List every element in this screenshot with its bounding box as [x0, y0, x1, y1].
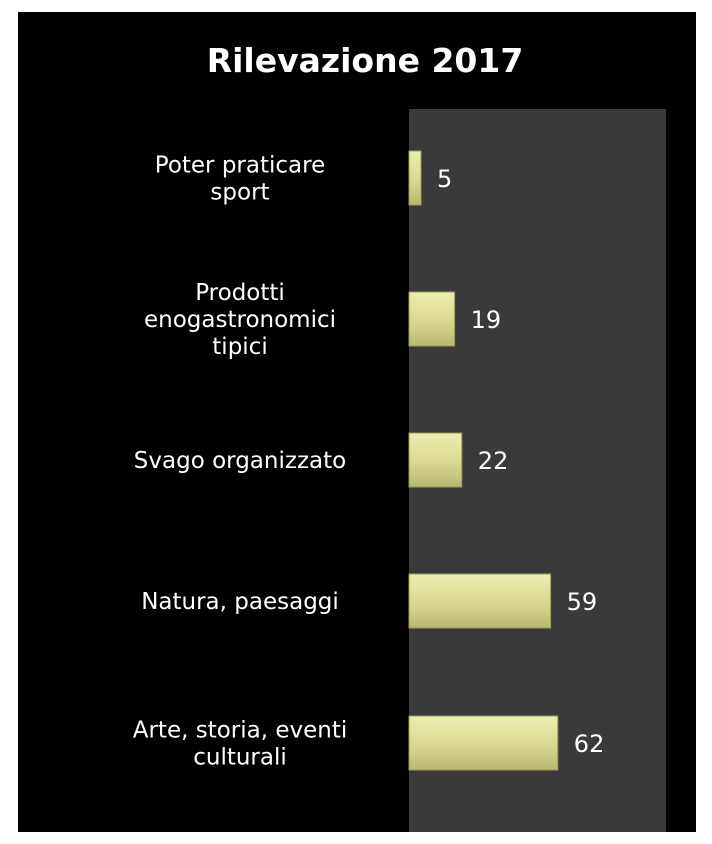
bar-4	[408, 573, 552, 629]
value-label-1: 5	[437, 165, 452, 193]
value-labels: 5 19 22 59 62	[437, 165, 604, 758]
value-label-2: 19	[471, 306, 502, 334]
category-label-2: Prodotti enogastronomici tipici	[144, 280, 336, 360]
category-label-line: Natura, paesaggi	[141, 589, 339, 615]
category-label-3: Svago organizzato	[134, 448, 346, 474]
category-label-1: Poter praticare sport	[155, 153, 325, 206]
category-label-line: Prodotti	[195, 280, 285, 306]
bar-5	[408, 715, 559, 771]
bar-1	[408, 150, 422, 206]
category-label-4: Natura, paesaggi	[141, 589, 339, 615]
category-label-line: Arte, storia, eventi	[133, 718, 348, 744]
bar-2	[408, 291, 456, 347]
category-label-5: Arte, storia, eventi culturali	[133, 718, 348, 771]
category-label-line: Svago organizzato	[134, 448, 346, 474]
category-label-line: culturali	[193, 745, 287, 771]
category-labels: Poter praticare sport Prodotti enogastronom…	[133, 153, 348, 771]
category-label-line: Poter praticare	[155, 153, 325, 179]
value-label-4: 59	[567, 588, 598, 616]
chart-title: Rilevazione 2017	[207, 41, 524, 80]
bar-3	[408, 432, 463, 488]
bars-layer	[408, 150, 559, 771]
category-label-line: sport	[210, 180, 269, 206]
chart-panel: Rilevazione 2017 Poter praticare sport Pro…	[18, 12, 696, 832]
category-label-line: tipici	[212, 334, 267, 360]
value-label-3: 22	[478, 447, 509, 475]
category-label-line: enogastronomici	[144, 307, 336, 333]
value-label-5: 62	[574, 730, 605, 758]
bar-chart: Rilevazione 2017 Poter praticare sport Pro…	[133, 41, 666, 832]
